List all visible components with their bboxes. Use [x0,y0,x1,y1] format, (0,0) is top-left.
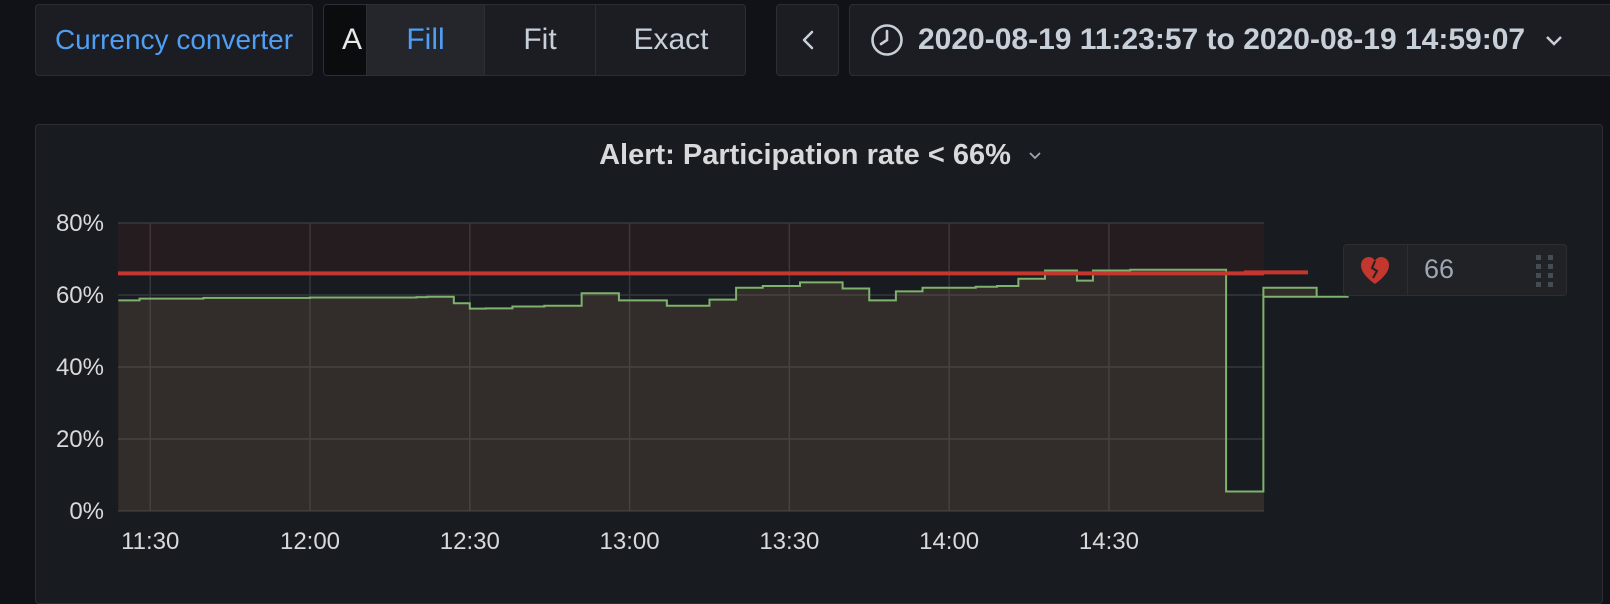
time-shift-back-button[interactable] [776,4,839,76]
x-tick-label: 12:00 [280,528,340,555]
threshold-value[interactable]: 66 [1424,254,1455,284]
x-tick-label: 13:00 [600,528,660,555]
view-mode-partial[interactable]: A [324,5,366,75]
alert-panel: Alert: Participation rate < 66% 0% 20% 40%… [35,124,1603,604]
chevron-down-icon [1545,26,1563,54]
panel-title-text: Alert: Participation rate < 66% [599,139,1011,171]
chevron-left-icon [802,30,813,50]
time-range-picker[interactable]: 2020-08-19 11:23:57 to 2020-08-19 14:59:… [849,4,1610,76]
panel-title[interactable]: Alert: Participation rate < 66% [36,139,1604,172]
series-area [118,269,1349,511]
dashboard-link-button[interactable]: Currency converter [35,4,313,76]
y-tick-label: 0% [69,498,104,525]
top-toolbar: Currency converter A Fill Fit Exact 2020… [0,0,1610,86]
x-tick-label: 13:30 [759,528,819,555]
x-tick-label: 11:30 [121,528,179,555]
series-line [118,268,1349,493]
chevron-down-icon [1029,152,1041,160]
x-tick-label: 14:00 [919,528,979,555]
y-tick-label: 20% [56,426,104,453]
broken-heart-icon [1361,257,1389,284]
view-mode-exact[interactable]: Exact [595,5,745,75]
threshold-region [118,223,1264,274]
view-mode-fit[interactable]: Fit [484,5,595,75]
y-tick-label: 40% [56,354,104,381]
time-range-label: 2020-08-19 11:23:57 to 2020-08-19 14:59:… [918,23,1526,56]
x-tick-label: 12:30 [440,528,500,555]
y-tick-label: 80% [56,210,104,237]
clock-icon [871,24,903,56]
drag-grip-icon[interactable] [1534,253,1556,289]
y-tick-label: 60% [56,282,104,309]
x-tick-label: 14:30 [1079,528,1139,555]
threshold-handle[interactable]: 66 [1343,244,1567,296]
threshold-divider [1407,245,1408,295]
participation-rate-chart: 0% 20% 40% 60% 80% 11:30 12:00 12:30 13:00 13:30 1… [56,210,1349,555]
view-mode-fill[interactable]: Fill [366,5,484,75]
view-mode-group: A Fill Fit Exact [323,4,746,76]
